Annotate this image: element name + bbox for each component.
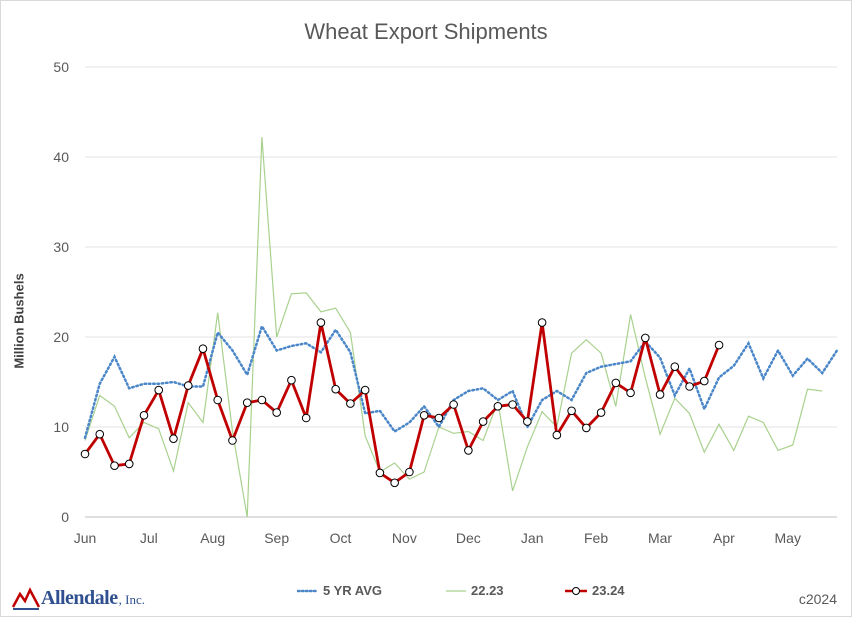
y-tick-label: 10: [53, 419, 69, 435]
data-point-2324: [537, 318, 547, 327]
data-point-2324: [582, 423, 591, 433]
legend-label-5yr-avg: 5 YR AVG: [323, 583, 383, 598]
data-point-2324: [272, 408, 281, 417]
data-point-2324: [95, 429, 105, 439]
data-point-2324: [685, 382, 694, 391]
legend-swatch-2223: [446, 589, 466, 592]
allendale-logo: Allendale , Inc.: [11, 586, 145, 610]
x-tick-label: Aug: [200, 530, 225, 546]
data-point-2324: [390, 478, 399, 488]
data-point-2324: [139, 411, 149, 420]
data-point-2324: [301, 413, 311, 423]
data-point-2324: [183, 381, 193, 390]
data-point-2324: [596, 408, 606, 417]
data-point-2324: [346, 399, 355, 408]
data-point-2324: [419, 411, 429, 420]
data-point-2324: [641, 333, 650, 343]
x-tick-label: Feb: [584, 530, 608, 546]
y-tick-label: 50: [53, 59, 69, 75]
x-tick-label: Jan: [521, 530, 544, 546]
x-tick-label: Dec: [456, 530, 481, 546]
data-point-2324: [434, 413, 444, 423]
data-point-2324: [611, 378, 621, 388]
logo-text: Allendale: [41, 587, 118, 609]
legend-swatch-5yr-avg: [297, 589, 319, 592]
x-tick-label: Apr: [713, 530, 735, 546]
data-point-2324: [169, 434, 178, 444]
data-point-2324: [626, 388, 635, 398]
x-tick-label: Oct: [330, 530, 352, 546]
data-point-2324: [110, 461, 119, 471]
data-point-2324: [80, 449, 90, 459]
data-point-2324: [375, 468, 385, 478]
data-point-2324: [567, 406, 576, 416]
data-point-2324: [552, 430, 562, 440]
legend-swatch-2324: [565, 586, 587, 595]
data-point-2324: [449, 400, 458, 409]
data-point-2324: [464, 446, 473, 455]
x-tick-label: Sep: [264, 530, 289, 546]
data-point-2324: [508, 400, 517, 409]
data-point-2324: [523, 417, 532, 426]
chart-title: Wheat Export Shipments: [304, 19, 548, 44]
x-tick-label: Mar: [648, 530, 672, 546]
data-point-2324: [478, 417, 488, 426]
series-line-5yr-avg: [83, 323, 839, 440]
data-point-2324: [257, 395, 267, 405]
x-tick-label: Jun: [74, 530, 97, 546]
data-point-2324: [154, 385, 164, 395]
data-point-2324: [242, 398, 252, 408]
series-line-2324: [83, 321, 721, 485]
logo-suffix: , Inc.: [118, 592, 145, 607]
x-tick-label: Nov: [392, 530, 417, 546]
legend-label-2223: 22.23: [471, 583, 504, 598]
data-point-2324: [331, 384, 340, 394]
data-point-2324: [493, 402, 503, 411]
x-tick-label: Jul: [140, 530, 158, 546]
y-tick-label: 30: [53, 239, 69, 255]
data-point-2324: [287, 375, 296, 385]
data-point-2324: [198, 344, 208, 354]
data-point-2324: [670, 362, 680, 372]
legend-item-2324: 23.24: [564, 583, 625, 598]
data-point-2324: [405, 467, 414, 477]
data-point-2324: [360, 385, 370, 395]
legend-item-2223: 22.23: [445, 583, 504, 598]
data-point-2324: [228, 436, 237, 445]
legend-label-2324: 23.24: [592, 583, 625, 598]
copyright-label: c2024: [798, 591, 837, 607]
data-point-2324: [316, 318, 326, 327]
data-point-2324: [124, 459, 134, 469]
y-tick-label: 20: [53, 329, 69, 345]
data-point-2324: [655, 390, 665, 399]
legend-item-5yr-avg: 5 YR AVG: [297, 583, 382, 598]
data-point-2324: [714, 340, 724, 350]
y-tick-label: 40: [53, 149, 69, 165]
series-line-2223: [84, 137, 823, 518]
y-tick-label: 0: [61, 509, 69, 525]
x-tick-label: May: [775, 530, 801, 546]
data-point-2324: [213, 395, 223, 405]
logo-mark-icon: [11, 587, 41, 610]
data-point-2324: [699, 376, 709, 386]
